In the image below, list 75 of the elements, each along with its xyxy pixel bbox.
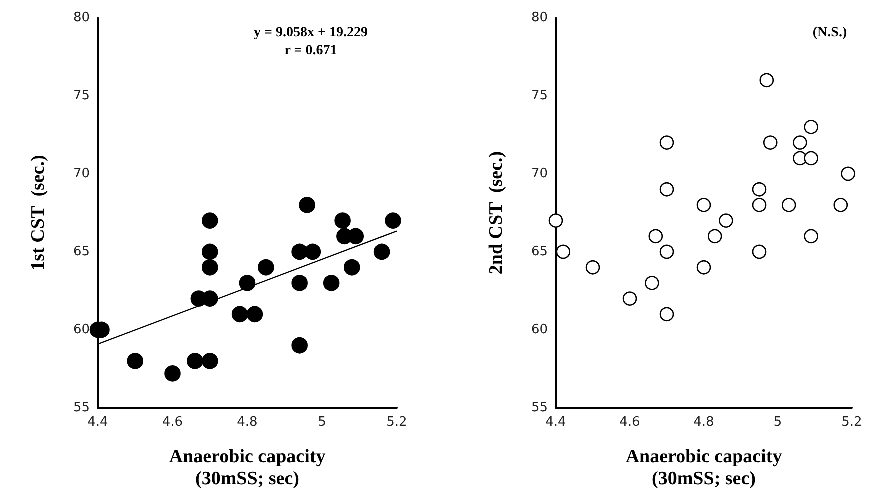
point [323, 275, 340, 292]
point [202, 212, 218, 229]
x-tick-label: 5.2 [842, 415, 862, 430]
point [645, 276, 660, 290]
point [719, 214, 734, 228]
point [793, 136, 808, 150]
point [752, 198, 767, 212]
y-tick-label: 60 [531, 322, 548, 338]
x-axis-title: Anaerobic capacity (30mSS; sec) [169, 446, 326, 490]
point [344, 259, 360, 276]
y-tick-label: 70 [531, 166, 548, 182]
y-tick-label: 55 [73, 400, 90, 416]
point [834, 198, 848, 212]
point [660, 182, 674, 197]
point [548, 214, 564, 228]
point [586, 260, 600, 275]
point [292, 244, 308, 260]
point [804, 120, 818, 134]
point [752, 182, 767, 197]
point [660, 244, 674, 260]
point [660, 136, 674, 150]
point [760, 73, 774, 88]
point [804, 229, 818, 244]
point [304, 244, 322, 260]
x-tick-label: 5 [774, 415, 782, 430]
x-tick-label: 4.6 [620, 415, 640, 430]
y-tick-label: 70 [73, 166, 90, 182]
point [292, 337, 308, 354]
x-tick-label: 4.8 [694, 415, 714, 430]
point [239, 275, 256, 292]
y-axis-title: 2nd CST (sec.) [486, 151, 507, 275]
point [202, 353, 218, 370]
point [804, 151, 818, 166]
point [292, 275, 308, 292]
y-tick-label: 75 [73, 88, 90, 104]
y-tick-label: 75 [531, 88, 548, 104]
point [374, 244, 390, 260]
x-tick-label: 4.4 [546, 415, 566, 430]
x-tick-label: 4.6 [162, 415, 184, 430]
y-axis-title: 1st CST (sec.) [28, 155, 49, 271]
point [696, 260, 712, 275]
annotation: y = 9.058x + 19.229 r = 0.671 [254, 26, 368, 58]
point [127, 353, 144, 370]
x-axis-title: Anaerobic capacity (30mSS; sec) [626, 446, 783, 490]
point [622, 292, 638, 306]
point [841, 166, 856, 182]
point [385, 212, 402, 229]
x-tick-label: 5.2 [386, 415, 408, 430]
y-tick-label: 60 [73, 322, 90, 338]
y-tick-label: 80 [531, 10, 548, 26]
point [187, 353, 204, 370]
y-tick-label: 55 [531, 400, 548, 416]
point [556, 244, 571, 260]
point [708, 229, 722, 244]
point [202, 259, 218, 276]
point [648, 229, 664, 244]
point [660, 307, 674, 322]
point [299, 197, 316, 214]
point [752, 244, 767, 260]
point [782, 198, 796, 212]
x-tick-label: 4.8 [237, 415, 258, 430]
point [246, 306, 264, 323]
point [763, 136, 778, 150]
y-tick-label: 65 [531, 244, 548, 260]
point [164, 366, 181, 382]
point [696, 198, 712, 212]
point [258, 259, 274, 276]
y-tick-label: 80 [73, 10, 90, 26]
point [334, 212, 351, 229]
y-tick-label: 65 [73, 244, 90, 260]
point [232, 306, 248, 323]
x-tick-label: 4.4 [88, 415, 108, 430]
x-tick-label: 5 [318, 415, 326, 430]
point [202, 244, 218, 260]
annotation: (N.S.) [812, 26, 848, 40]
